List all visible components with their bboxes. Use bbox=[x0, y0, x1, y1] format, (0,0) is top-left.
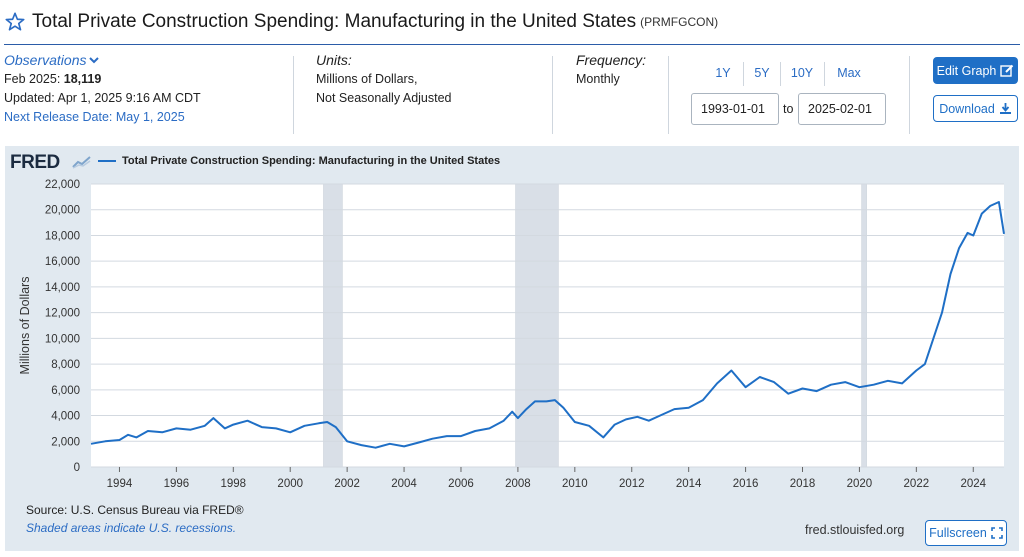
x-tick-label: 2000 bbox=[277, 478, 303, 490]
y-tick-label: 20,000 bbox=[45, 205, 80, 217]
x-tick-label: 2024 bbox=[960, 478, 986, 490]
download-icon bbox=[999, 103, 1011, 114]
y-tick-label: 0 bbox=[74, 462, 80, 474]
range-1y-button[interactable]: 1Y bbox=[715, 66, 731, 80]
y-tick-label: 12,000 bbox=[45, 308, 80, 320]
legend-label: Total Private Construction Spending: Man… bbox=[122, 155, 501, 167]
edit-graph-button[interactable]: Edit Graph bbox=[933, 57, 1018, 84]
chart-legend: Total Private Construction Spending: Man… bbox=[98, 155, 500, 167]
series-line bbox=[90, 201, 1005, 449]
fullscreen-label: Fullscreen bbox=[929, 526, 987, 540]
download-button[interactable]: Download bbox=[933, 95, 1018, 122]
y-tick-label: 16,000 bbox=[45, 256, 80, 268]
source-text: Source: U.S. Census Bureau via FRED® bbox=[26, 503, 244, 517]
x-tick-label: 2016 bbox=[733, 478, 759, 490]
latest-observation: Feb 2025: 18,119 bbox=[4, 70, 284, 89]
observation-value: 18,119 bbox=[63, 72, 102, 86]
x-tick-label: 2018 bbox=[790, 478, 816, 490]
range-5y-button[interactable]: 5Y bbox=[754, 66, 770, 80]
y-tick-label: 18,000 bbox=[45, 230, 80, 242]
range-max-button[interactable]: Max bbox=[837, 66, 861, 80]
frequency-panel: Frequency: Monthly bbox=[576, 52, 666, 138]
recession-band bbox=[515, 183, 559, 468]
edit-graph-label: Edit Graph bbox=[936, 63, 997, 78]
fred-site-link[interactable]: fred.stlouisfed.org bbox=[805, 523, 905, 537]
units-line-2: Not Seasonally Adjusted bbox=[316, 91, 452, 105]
series-id: (PRMFGCON) bbox=[640, 15, 719, 29]
units-label: Units: bbox=[316, 52, 352, 68]
observation-date: Feb 2025: bbox=[4, 72, 61, 86]
y-tick-label: 14,000 bbox=[45, 282, 80, 294]
y-tick-label: 4,000 bbox=[51, 411, 80, 423]
download-label: Download bbox=[939, 101, 995, 116]
updated-text: Updated: Apr 1, 2025 9:16 AM CDT bbox=[4, 91, 201, 105]
y-tick-label: 2,000 bbox=[51, 436, 80, 448]
x-tick-label: 1996 bbox=[164, 478, 190, 490]
x-tick-label: 2014 bbox=[676, 478, 702, 490]
range-separator bbox=[780, 62, 781, 86]
separator bbox=[552, 56, 553, 134]
edit-icon bbox=[1000, 64, 1014, 77]
start-date-input[interactable] bbox=[691, 93, 779, 125]
observations-label: Observations bbox=[4, 52, 87, 68]
header-divider bbox=[4, 44, 1020, 45]
y-tick-label: 8,000 bbox=[51, 359, 80, 371]
page-title: Total Private Construction Spending: Man… bbox=[32, 11, 637, 32]
observations-toggle[interactable]: Observations bbox=[4, 52, 284, 68]
units-line-1: Millions of Dollars, bbox=[316, 72, 418, 86]
x-tick-label: 1998 bbox=[221, 478, 247, 490]
legend-swatch bbox=[98, 160, 116, 162]
units-panel: Units: Millions of Dollars, Not Seasonal… bbox=[316, 52, 536, 138]
observations-panel: Observations Feb 2025: 18,119 Updated: A… bbox=[4, 52, 284, 138]
y-tick-label: 22,000 bbox=[45, 179, 80, 191]
fullscreen-button[interactable]: Fullscreen bbox=[925, 520, 1007, 546]
to-label: to bbox=[783, 102, 794, 116]
chevron-down-icon bbox=[89, 57, 100, 64]
end-date-input[interactable] bbox=[798, 93, 886, 125]
title-bar: Total Private Construction Spending: Man… bbox=[0, 0, 1024, 44]
frequency-value: Monthly bbox=[576, 72, 620, 86]
separator bbox=[909, 56, 910, 134]
x-tick-label: 1994 bbox=[107, 478, 133, 490]
x-tick-label: 2010 bbox=[562, 478, 588, 490]
x-tick-label: 2022 bbox=[904, 478, 930, 490]
y-axis-label: Millions of Dollars bbox=[18, 277, 32, 375]
frequency-label: Frequency: bbox=[576, 52, 647, 68]
x-tick-label: 2008 bbox=[505, 478, 531, 490]
separator bbox=[668, 56, 669, 134]
y-tick-label: 6,000 bbox=[51, 385, 80, 397]
next-release-link[interactable]: Next Release Date: May 1, 2025 bbox=[4, 110, 185, 124]
fred-logo: FRED bbox=[10, 152, 60, 173]
range-separator bbox=[824, 62, 825, 86]
x-tick-label: 2012 bbox=[619, 478, 645, 490]
y-tick-label: 10,000 bbox=[45, 333, 80, 345]
x-tick-label: 2006 bbox=[448, 478, 474, 490]
recession-band bbox=[861, 183, 867, 468]
x-tick-label: 2004 bbox=[391, 478, 417, 490]
fred-logo-chart-icon bbox=[72, 156, 91, 169]
star-icon[interactable] bbox=[4, 11, 26, 33]
range-separator bbox=[743, 62, 744, 86]
recession-note: Shaded areas indicate U.S. recessions. bbox=[26, 521, 237, 535]
range-10y-button[interactable]: 10Y bbox=[790, 66, 814, 80]
fullscreen-icon bbox=[991, 527, 1003, 539]
x-tick-label: 2002 bbox=[334, 478, 360, 490]
x-tick-label: 2020 bbox=[847, 478, 873, 490]
separator bbox=[293, 56, 294, 134]
